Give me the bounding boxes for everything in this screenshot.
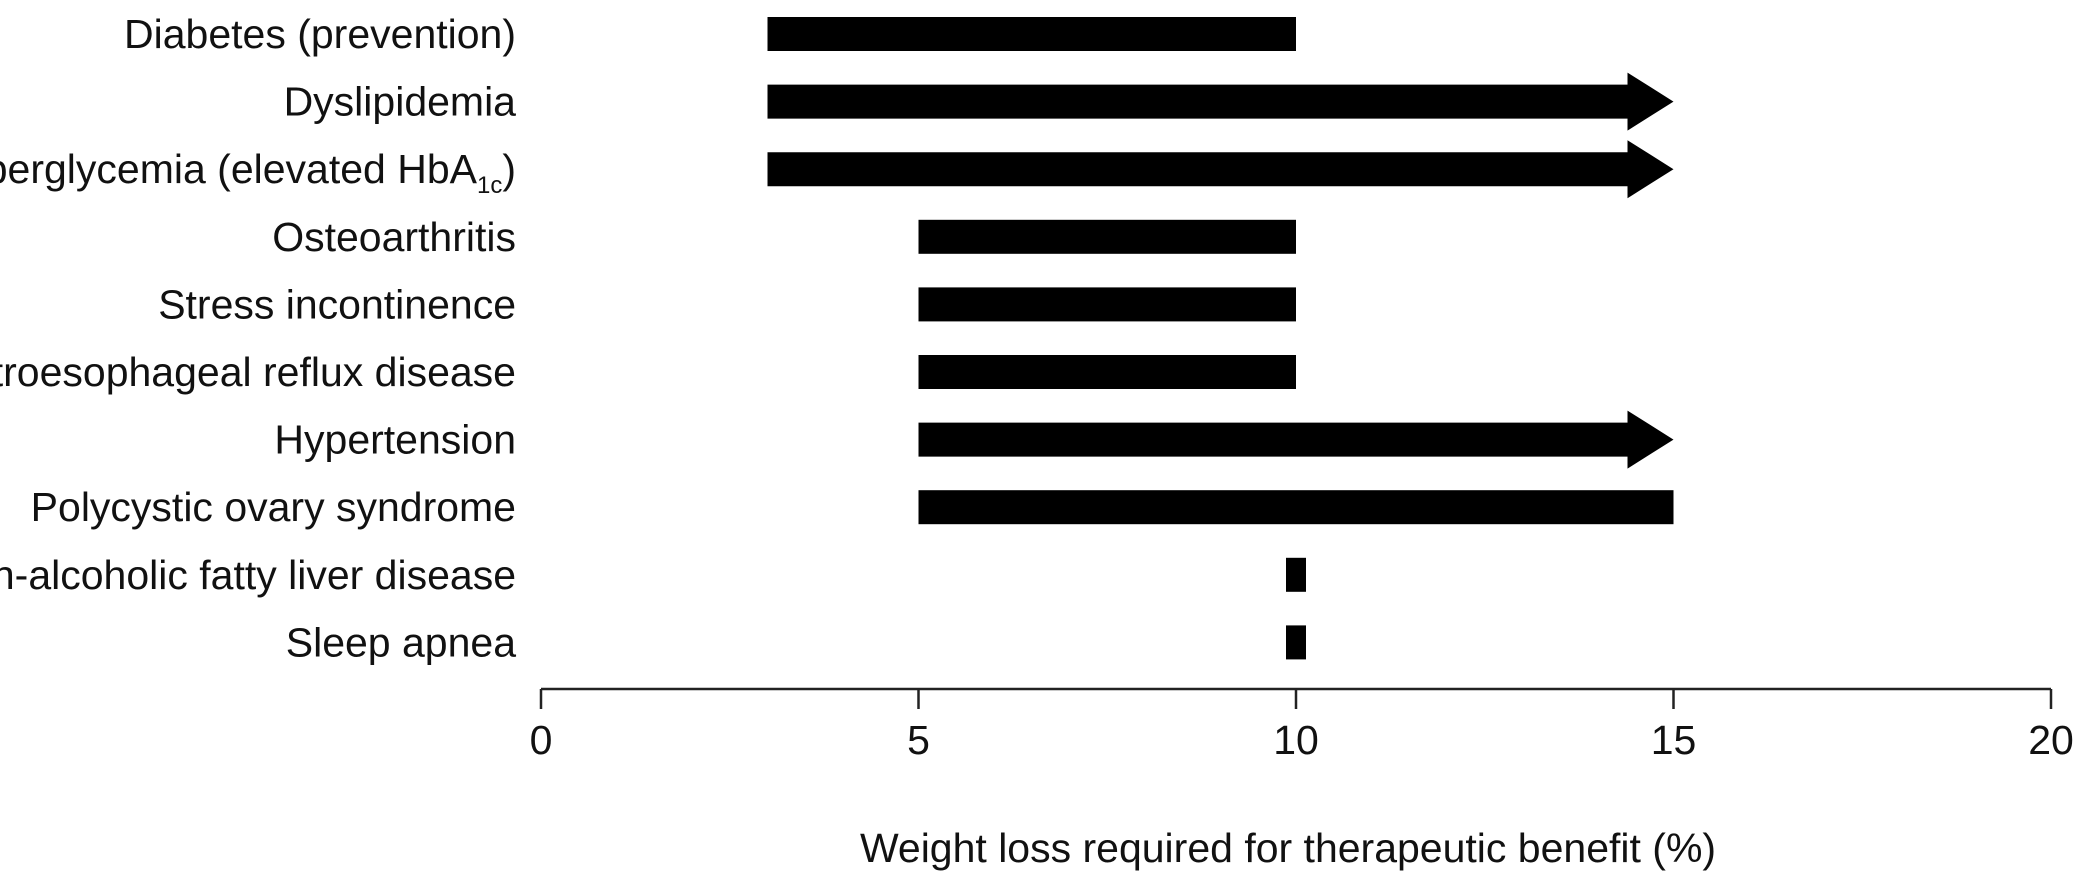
bar-hypertension-arrow [918,410,1674,469]
category-label-non-alcoholic-fatty-liver-disease: Non-alcoholic fatty liver disease [0,552,516,598]
x-tick-label-20: 20 [2028,717,2074,763]
category-label-sleep-apnea: Sleep apnea [286,619,516,665]
bar-hyperglycemia-elevated-hba-arrow [767,140,1674,199]
category-label-stress-incontinence: Stress incontinence [158,281,516,327]
category-label-hyperglycemia-elevated-hba: Hyperglycemia (elevated HbA1c) [0,146,516,199]
x-tick-label-5: 5 [907,717,930,763]
category-labels: Diabetes (prevention) Dyslipidemia Hypergl… [0,11,516,665]
x-axis-title: Weight loss required for therapeutic ben… [860,825,1716,871]
bar-gastroesophageal-reflux-disease [918,355,1296,389]
bar-diabetes-prevention [767,17,1296,51]
bar-dyslipidemia-arrow [767,72,1674,131]
bar-osteoarthritis [918,219,1296,254]
x-tick-label-0: 0 [530,717,553,763]
bar-polycystic-ovary-syndrome [918,490,1674,525]
x-tick-label-10: 10 [1273,717,1319,763]
x-tick-label-15: 15 [1651,717,1697,763]
category-label-polycystic-ovary-syndrome: Polycystic ovary syndrome [31,484,516,530]
category-label-gastroesophageal-reflux-disease: Gastroesophageal reflux disease [0,349,516,395]
x-axis: 0 5 10 15 20 [530,687,2074,763]
bars-layer [767,17,1674,660]
category-label-osteoarthritis: Osteoarthritis [272,214,516,260]
category-label-diabetes-prevention: Diabetes (prevention) [124,11,516,57]
category-label-hypertension: Hypertension [274,417,516,463]
bar-sleep-apnea [1286,625,1306,660]
bar-non-alcoholic-fatty-liver-disease [1286,557,1306,592]
bar-stress-incontinence [918,287,1296,322]
category-label-dyslipidemia: Dyslipidemia [284,79,517,125]
